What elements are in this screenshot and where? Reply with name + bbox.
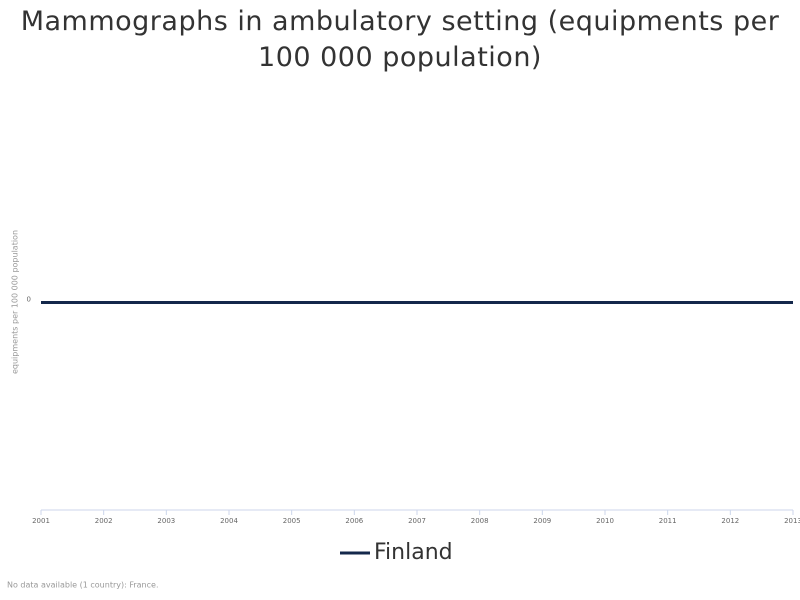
x-tick-label: 2002 — [95, 517, 113, 525]
x-tick-label: 2013 — [784, 517, 800, 525]
x-tick-label: 2004 — [220, 517, 238, 525]
y-axis-label: equipments per 100 000 population — [11, 230, 20, 374]
x-tick-label: 2008 — [471, 517, 489, 525]
x-tick-label: 2012 — [721, 517, 739, 525]
x-tick-label: 2010 — [596, 517, 614, 525]
x-tick-label: 2005 — [283, 517, 301, 525]
x-tick-label: 2007 — [408, 517, 426, 525]
y-tick-label: 0 — [27, 296, 31, 304]
x-tick-label: 2006 — [345, 517, 363, 525]
x-tick-label: 2011 — [659, 517, 677, 525]
legend-label: Finland — [374, 540, 453, 565]
x-tick-label: 2003 — [157, 517, 175, 525]
footnote: No data available (1 country): France. — [7, 581, 159, 590]
x-tick-label: 2009 — [533, 517, 551, 525]
x-tick-label: 2001 — [32, 517, 50, 525]
chart-title: Mammographs in ambulatory setting (equip… — [20, 6, 780, 73]
